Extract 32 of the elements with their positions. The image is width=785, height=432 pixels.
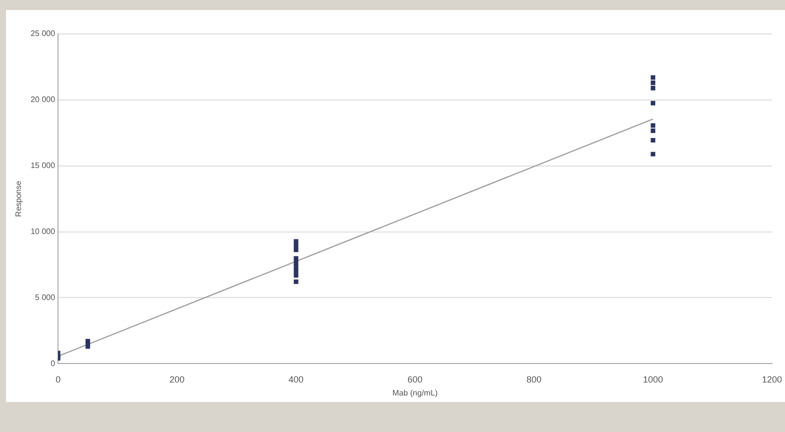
- point: [650, 75, 656, 80]
- point: [294, 268, 298, 274]
- x-tick-label: 600: [408, 374, 423, 384]
- point: [650, 123, 656, 128]
- x-tick-label: 800: [526, 374, 542, 384]
- point: [650, 138, 656, 143]
- y-tick-label: 5 000: [35, 292, 56, 302]
- point: [650, 152, 656, 156]
- y-tick-label: 15 000: [30, 161, 56, 170]
- point: [294, 260, 298, 265]
- point: [294, 264, 298, 270]
- point: [86, 338, 90, 344]
- y-tick-label: 20 000: [30, 95, 56, 104]
- point: [294, 248, 298, 252]
- y-tick-label: 10 000: [30, 226, 56, 236]
- y-tick-label: 25 000: [30, 29, 56, 38]
- x-tick-label: 1200: [762, 374, 782, 384]
- point: [294, 239, 298, 244]
- point: [294, 279, 298, 284]
- point: [294, 256, 298, 261]
- point: [650, 100, 656, 106]
- y-axis-title: Response: [14, 180, 24, 217]
- x-axis-title: Mab (ng/mL): [392, 388, 438, 398]
- x-tick-label: 1000: [642, 374, 664, 384]
- x-tick-label: 400: [288, 374, 304, 384]
- point: [650, 86, 656, 90]
- y-tick-label: 0: [50, 358, 56, 368]
- point: [650, 128, 656, 134]
- x-tick-label: 200: [170, 374, 185, 384]
- point: [294, 243, 298, 248]
- point: [294, 273, 298, 278]
- point: [650, 80, 656, 86]
